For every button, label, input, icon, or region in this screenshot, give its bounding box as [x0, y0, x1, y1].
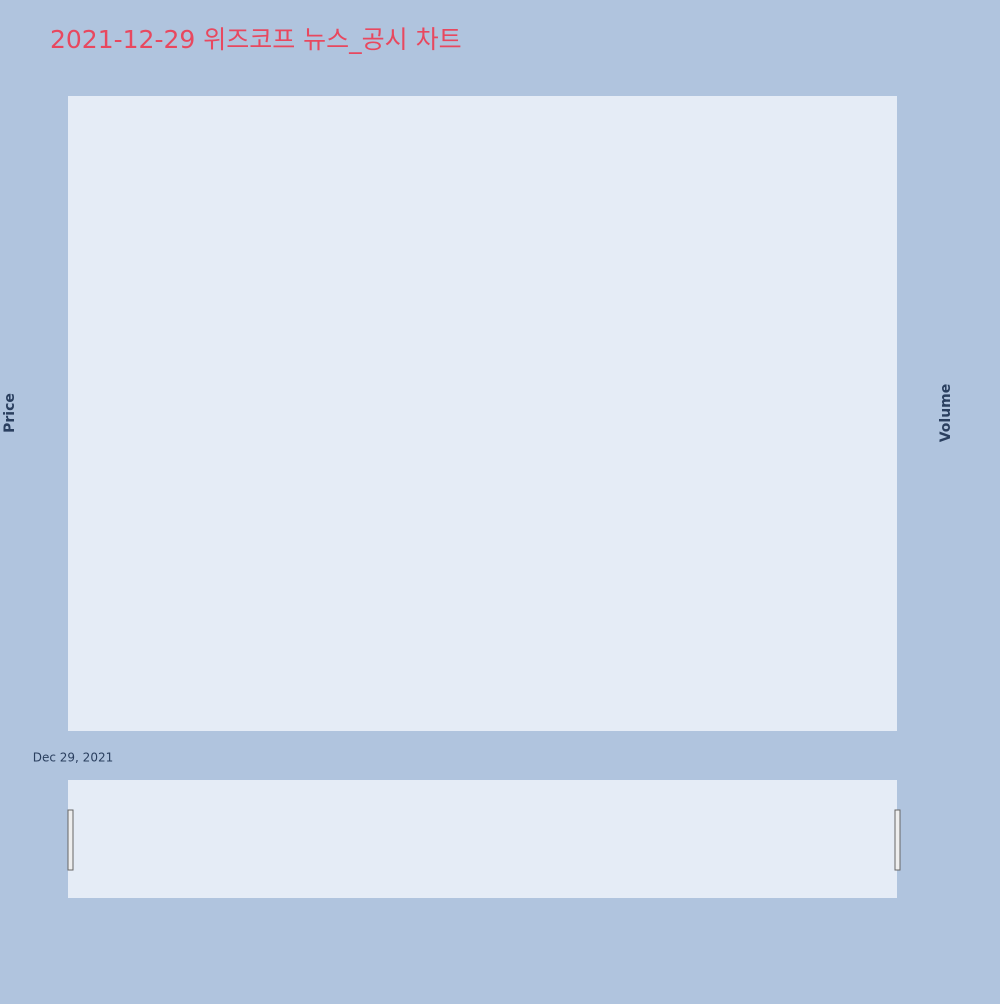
- chart-title: 2021-12-29 위즈코프 뉴스_공시 차트: [50, 25, 462, 54]
- y-axis-title: Price: [2, 393, 18, 433]
- range-slider[interactable]: [68, 780, 897, 898]
- range-handle-left[interactable]: [67, 809, 74, 871]
- plot-area: [68, 96, 897, 731]
- y2-axis-title: Volume: [938, 384, 954, 443]
- x-date-label: Dec 29, 2021: [33, 751, 113, 765]
- range-handle-right[interactable]: [894, 809, 901, 871]
